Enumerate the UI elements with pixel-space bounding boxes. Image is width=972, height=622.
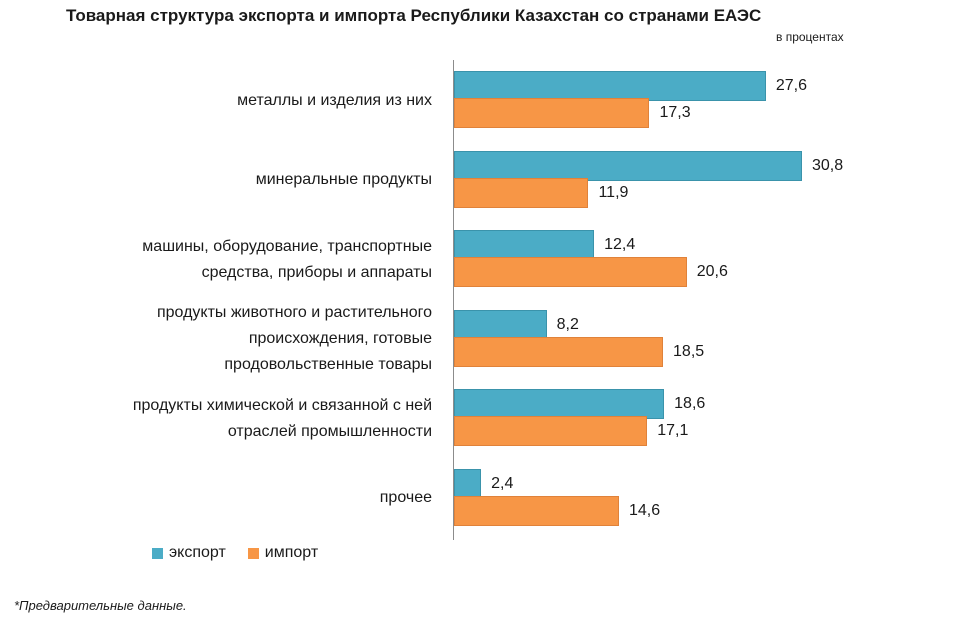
- category-label-line: прочее: [379, 489, 432, 506]
- category-label-line: металлы и изделия из них: [237, 91, 432, 109]
- data-label-export: 2,4: [491, 474, 514, 492]
- legend-swatch-import: [247, 547, 259, 559]
- data-label-export: 12,4: [604, 236, 636, 253]
- bar-import: [454, 98, 650, 128]
- category-label: минеральные продукты: [12, 167, 432, 193]
- data-label-import: 17,1: [657, 422, 689, 439]
- category-label-line: минеральные продукты: [255, 171, 432, 188]
- category-label-line: отраслей промышленности: [227, 422, 432, 440]
- legend-swatch-export: [152, 547, 163, 559]
- category-label-line: происхождения, готовые: [248, 330, 432, 347]
- bar-export: [454, 230, 595, 260]
- legend-label-import: импорт: [264, 544, 319, 561]
- data-label-export: 18,6: [674, 395, 706, 412]
- category-label-line: средства, приборы и аппараты: [201, 263, 432, 281]
- legend-label-export: экспорт: [169, 544, 226, 561]
- bar-export: [454, 71, 766, 101]
- footnote: *Предварительные данные.: [14, 598, 187, 613]
- legend-item-import: импорт: [247, 544, 319, 562]
- category-label: продукты химической и связанной с ней отр…: [12, 393, 432, 445]
- category-label-line: продукты химической и связанной с ней: [132, 396, 432, 414]
- data-label-import: 14,6: [628, 501, 661, 519]
- bar-import: [454, 177, 589, 208]
- bar-import: [454, 336, 664, 367]
- category-label: прочее: [12, 485, 432, 511]
- bar-import: [454, 495, 619, 526]
- bar-export: [454, 309, 547, 340]
- bar-export: [454, 150, 802, 181]
- legend: экспорт импорт: [152, 544, 318, 562]
- category-label: металлы и изделия из них: [12, 88, 432, 114]
- y-axis-line: [453, 60, 454, 540]
- bar-import: [454, 416, 648, 446]
- category-label: машины, оборудование, транспортные средст…: [12, 234, 432, 286]
- data-label-import: 17,3: [659, 104, 691, 121]
- category-label: продукты животного и растительного происх…: [12, 300, 432, 378]
- legend-item-export: экспорт: [152, 544, 226, 562]
- data-label-export: 27,6: [775, 77, 807, 94]
- data-label-import: 18,5: [673, 342, 705, 360]
- category-label-line: продукты животного и растительного: [156, 304, 432, 321]
- data-label-import: 11,9: [598, 183, 629, 201]
- category-label-line: продовольственные товары: [224, 356, 432, 373]
- unit-label: в процентах: [776, 30, 844, 44]
- bar-export: [454, 389, 665, 419]
- bar-import: [454, 257, 687, 287]
- data-label-import: 20,6: [696, 263, 728, 280]
- bar-export: [454, 468, 482, 499]
- data-label-export: 8,2: [556, 315, 579, 333]
- category-label-line: машины, оборудование, транспортные: [142, 237, 432, 255]
- data-label-export: 30,8: [812, 156, 844, 174]
- chart-title: Товарная структура экспорта и импорта Ре…: [66, 6, 762, 25]
